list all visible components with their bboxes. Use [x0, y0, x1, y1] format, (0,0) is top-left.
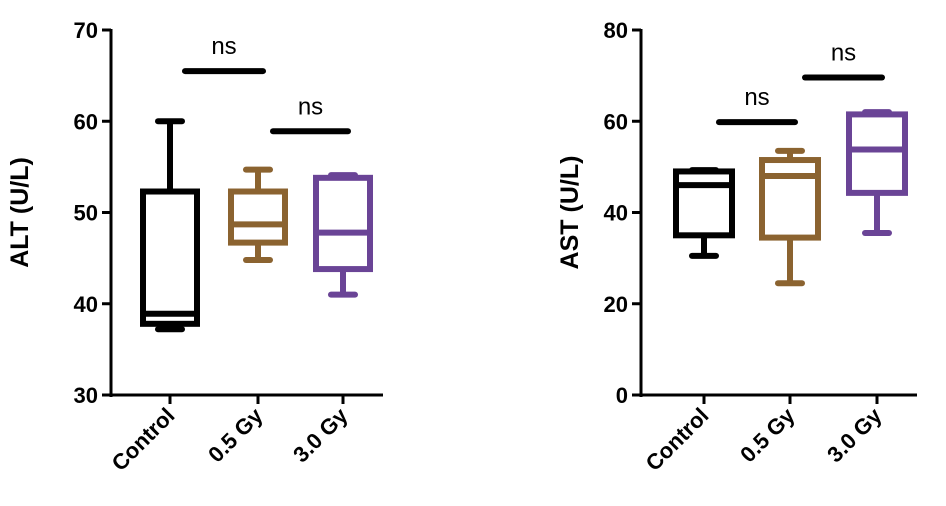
significance-label: ns	[211, 33, 236, 60]
y-axis-title: AST (U/L)	[556, 156, 584, 270]
box-3-0-gy	[846, 109, 908, 237]
x-category-label: 3.0 Gy	[822, 402, 887, 467]
iqr-box	[313, 174, 373, 273]
y-tick-label: 60	[74, 109, 98, 134]
y-tick-label: 40	[74, 292, 98, 317]
box-3-0-gy	[313, 172, 373, 298]
iqr-box	[673, 168, 735, 239]
significance-label: ns	[831, 39, 856, 66]
iqr-box	[140, 188, 200, 327]
y-tick-label: 50	[74, 201, 98, 226]
box-0-5-gy	[759, 147, 821, 287]
ast-boxplot-panel: 0 20 40 60 80 AST (U/L) Control 0.5 Gy 3.0 Gy ns n…	[556, 18, 917, 476]
x-category-label: Control	[107, 403, 180, 476]
iqr-box	[846, 111, 908, 196]
iqr-box	[759, 157, 821, 241]
box-0-5-gy	[228, 166, 288, 263]
x-category-label: Control	[641, 403, 714, 476]
alt-boxplot-panel: 30 40 50 60 70 ALT (U/L) Control 0.5 Gy 3.0 Gy ns…	[6, 18, 383, 476]
y-axis-title: ALT (U/L)	[6, 157, 34, 268]
significance-label: ns	[744, 84, 769, 111]
x-category-label: 0.5 Gy	[203, 402, 268, 467]
box-control	[140, 118, 200, 333]
significance-label: ns	[298, 93, 323, 120]
x-category-label: 3.0 Gy	[288, 402, 353, 467]
y-tick-label: 70	[74, 18, 98, 43]
y-tick-label: 20	[604, 292, 628, 317]
iqr-box	[228, 188, 288, 246]
y-tick-label: 0	[616, 383, 628, 408]
y-tick-label: 60	[604, 109, 628, 134]
y-tick-label: 80	[604, 18, 628, 43]
x-category-label: 0.5 Gy	[735, 402, 800, 467]
y-tick-label: 40	[604, 201, 628, 226]
box-control	[673, 167, 735, 259]
y-tick-label: 30	[74, 383, 98, 408]
